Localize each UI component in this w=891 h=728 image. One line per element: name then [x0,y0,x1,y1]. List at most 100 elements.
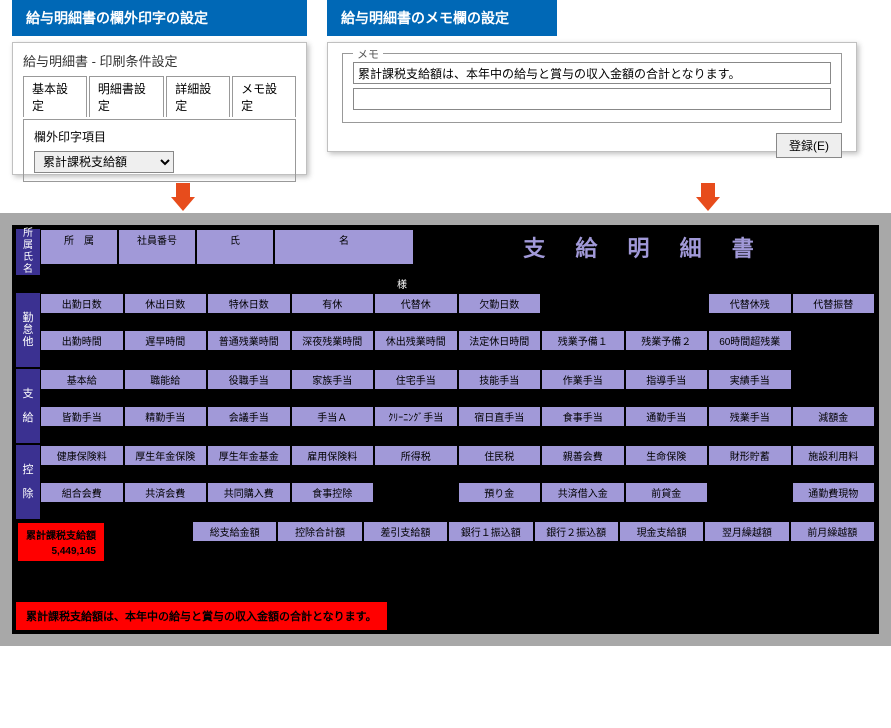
margin-print-fieldset: 欄外印字項目 累計課税支給額 [23,119,296,182]
side-koujo: 控除 [16,445,40,519]
column-header [792,369,876,390]
column-header: 技能手当 [458,369,542,390]
column-header: 残業手当 [708,406,792,427]
tab-advanced[interactable]: 詳細設定 [166,76,230,117]
column-header: 出勤日数 [40,293,124,314]
column-header: 休出日数 [124,293,208,314]
column-header: 共済会費 [124,482,208,503]
summary-header: 控除合計額 [277,521,362,542]
column-header: 普通残業時間 [207,330,291,351]
column-header: 代替振替 [792,293,876,314]
report-title: 支 給 明 細 書 [414,229,875,265]
column-header: 施設利用料 [792,445,876,466]
tab-basic[interactable]: 基本設定 [23,76,87,117]
register-button[interactable]: 登録(E) [776,133,842,158]
column-header: ｸﾘｰﾆﾝｸﾞ手当 [374,406,458,427]
column-header [792,330,876,351]
column-header: 食事手当 [541,406,625,427]
column-header: 皆勤手当 [40,406,124,427]
margin-item-select[interactable]: 累計課税支給額 [34,151,174,173]
column-header: 通勤費現物 [792,482,876,503]
arrow-down-icon [171,183,195,211]
left-banner-title: 給与明細書の欄外印字の設定 [12,0,307,36]
summary-header: 差引支給額 [363,521,448,542]
column-header: 宿日直手当 [458,406,542,427]
column-header: 出勤時間 [40,330,124,351]
column-header: 残業予備２ [625,330,709,351]
column-header: 厚生年金保険 [124,445,208,466]
column-header: 共済借入金 [541,482,625,503]
column-header [625,293,709,314]
column-header: 手当Ａ [291,406,375,427]
column-header [708,482,792,503]
column-header: 住宅手当 [374,369,458,390]
summary-header: 銀行１振込額 [448,521,533,542]
column-header: 欠勤日数 [458,293,542,314]
side-kintai: 勤怠他 [16,293,40,367]
column-header: 作業手当 [541,369,625,390]
column-header: 代替休 [374,293,458,314]
column-header: 雇用保険料 [291,445,375,466]
column-header: 預り金 [458,482,542,503]
side-shikyu: 支給 [16,369,40,443]
column-header: 前貸金 [625,482,709,503]
side-label-name: 所属氏名 [16,229,40,275]
column-header: 組合会費 [40,482,124,503]
column-header: 指導手当 [625,369,709,390]
summary-header: 前月繰越額 [790,521,875,542]
column-header: 法定休日時間 [458,330,542,351]
panel-title: 給与明細書 - 印刷条件設定 [15,45,304,76]
memo-legend: メモ [353,46,383,62]
column-header: 代替休残 [708,293,792,314]
tabs: 基本設定 明細書設定 詳細設定 メモ設定 [15,76,304,117]
memo-input-1[interactable] [353,62,831,84]
column-header: 職能給 [124,369,208,390]
summary-header: 銀行２振込額 [534,521,619,542]
column-header: 通勤手当 [625,406,709,427]
print-settings-panel: 給与明細書 - 印刷条件設定 基本設定 明細書設定 詳細設定 メモ設定 欄外印字… [12,42,307,175]
column-header: 生命保険 [625,445,709,466]
arrow-down-icon [696,183,720,211]
column-header [374,482,458,503]
sama-label: 様 [274,265,414,291]
highlight-memo-bar: 累計課税支給額は、本年中の給与と賞与の収入金額の合計となります。 [16,602,387,630]
hl-label: 累計課税支給額 [26,531,96,542]
tab-memo[interactable]: メモ設定 [232,76,296,117]
column-header: 所得税 [374,445,458,466]
field-label: 欄外印字項目 [34,128,285,145]
column-header: 深夜残業時間 [291,330,375,351]
summary-header: 現金支給額 [619,521,704,542]
column-header: 家族手当 [291,369,375,390]
column-header: 60時間超残業 [708,330,792,351]
column-header: 精勤手当 [124,406,208,427]
column-header: 共同購入費 [207,482,291,503]
column-header: 住民税 [458,445,542,466]
memo-settings-panel: メモ 登録(E) [327,42,857,152]
column-header: 遅早時間 [124,330,208,351]
column-header: 厚生年金基金 [207,445,291,466]
payslip-report: 所属氏名 所 属 社員番号 氏 名 支 給 明 細 書 様 [12,225,879,634]
memo-input-2[interactable] [353,88,831,110]
summary-header: 翌月繰越額 [704,521,789,542]
memo-frame: メモ [342,53,842,123]
column-header: 有休 [291,293,375,314]
hdr-shozoku: 所 属 [40,229,118,265]
column-header [541,293,625,314]
column-header: 財形貯蓄 [708,445,792,466]
column-header: 親善会費 [541,445,625,466]
column-header: 減額金 [792,406,876,427]
hdr-mei: 名 [274,229,414,265]
column-header: 健康保険料 [40,445,124,466]
column-header: 実績手当 [708,369,792,390]
column-header: 食事控除 [291,482,375,503]
highlight-total-box: 累計課税支給額 5,449,145 [18,523,104,561]
report-preview-zone: 所属氏名 所 属 社員番号 氏 名 支 給 明 細 書 様 [0,213,891,646]
column-header: 残業予備１ [541,330,625,351]
tab-detail-sheet[interactable]: 明細書設定 [89,76,164,117]
column-header: 休出残業時間 [374,330,458,351]
hdr-shi: 氏 [196,229,274,265]
summary-header: 総支給金額 [192,521,277,542]
column-header: 役職手当 [207,369,291,390]
column-header: 特休日数 [207,293,291,314]
column-header: 基本給 [40,369,124,390]
